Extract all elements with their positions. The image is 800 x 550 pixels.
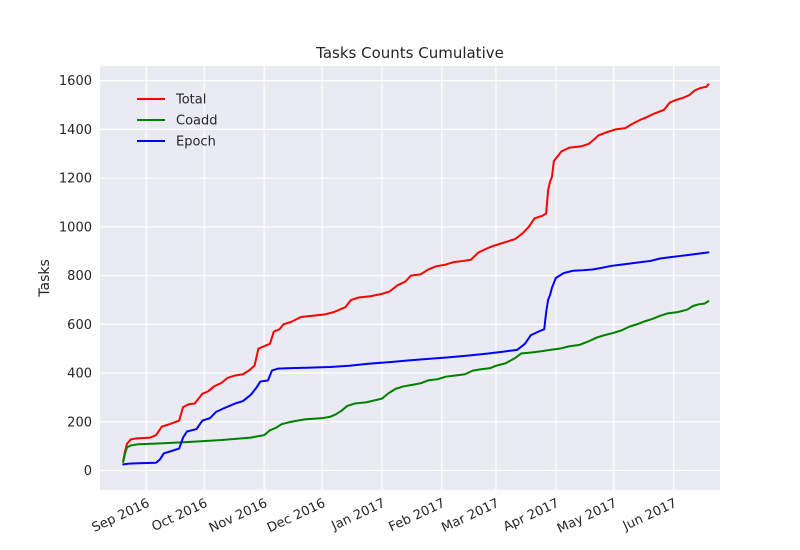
x-tick-label: Oct 2016 — [150, 496, 210, 535]
series-lines — [122, 83, 710, 466]
x-tick-label: Dec 2016 — [265, 496, 328, 536]
x-tick-label: Jan 2017 — [329, 496, 388, 534]
chart-title: Tasks Counts Cumulative — [315, 44, 504, 62]
legend-label-total: Total — [175, 93, 206, 108]
x-tick-label: Nov 2016 — [207, 496, 270, 536]
legend: Total Coadd Epoch — [137, 93, 218, 150]
series-line-total — [122, 83, 710, 462]
x-tick-label: Feb 2017 — [387, 496, 448, 535]
x-tick-label: May 2017 — [555, 496, 619, 537]
y-tick-label: 1200 — [59, 172, 92, 187]
x-tick-label: Apr 2017 — [501, 496, 561, 535]
y-tick-label: 600 — [67, 318, 92, 333]
x-tick-label: Mar 2017 — [439, 496, 501, 536]
y-tick-labels: 0 200 400 600 800 1000 1200 1400 1600 — [59, 74, 92, 479]
y-tick-label: 1000 — [59, 220, 92, 235]
legend-label-coadd: Coadd — [176, 114, 218, 129]
y-tick-label: 400 — [67, 367, 92, 382]
y-tick-label: 800 — [67, 269, 92, 284]
x-tick-label: Jun 2017 — [620, 496, 679, 534]
y-tick-label: 200 — [67, 415, 92, 430]
y-tick-label: 1600 — [59, 74, 92, 89]
y-axis-title: Tasks — [37, 259, 53, 298]
x-tick-label: Sep 2016 — [90, 496, 152, 536]
legend-label-epoch: Epoch — [176, 135, 216, 150]
series-line-epoch — [122, 251, 710, 466]
series-line-coadd — [122, 300, 710, 463]
y-tick-label: 0 — [84, 464, 92, 479]
y-tick-label: 1400 — [59, 123, 92, 138]
